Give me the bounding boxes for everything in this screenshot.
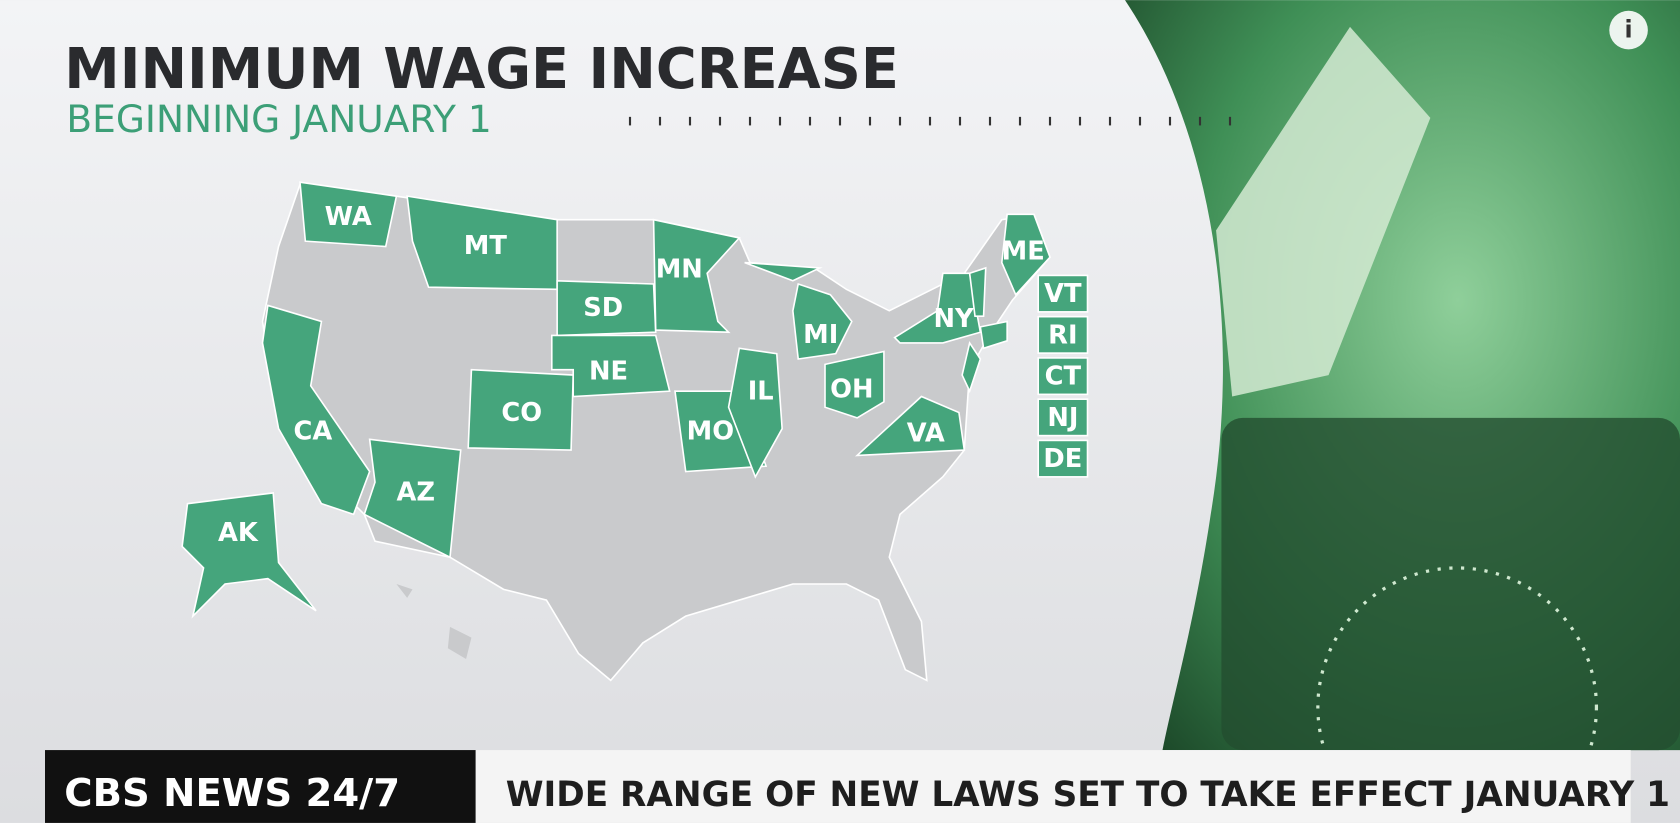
state-va <box>854 395 966 457</box>
info-icon-text[interactable]: i <box>1625 16 1633 44</box>
headline-box <box>475 750 1631 823</box>
state-label: MN <box>656 255 703 285</box>
state-ak <box>181 492 317 619</box>
small-state-box <box>1037 439 1089 478</box>
state-label: IL <box>748 377 774 407</box>
state-label: MI <box>803 320 838 350</box>
title: MINIMUM WAGE INCREASE <box>64 37 899 102</box>
small-state-box <box>1037 315 1089 354</box>
state-label: AK <box>218 518 259 548</box>
state-vt <box>968 266 987 317</box>
us-map <box>261 183 1051 682</box>
state-me <box>1000 213 1051 297</box>
state-ca <box>261 304 371 516</box>
state-label: SD <box>583 293 623 323</box>
state-label: ME <box>1002 236 1045 266</box>
small-state-box <box>1037 398 1089 437</box>
time-card <box>1216 26 1431 397</box>
state-label: NE <box>589 356 628 386</box>
hawaii <box>396 584 472 659</box>
state-mn <box>652 218 741 334</box>
small-state-label: CT <box>1045 362 1082 392</box>
highlighted-states <box>181 181 1051 619</box>
state-co <box>467 368 575 451</box>
state-label: NY <box>934 304 975 334</box>
state-label: CO <box>501 398 542 428</box>
small-state-legend: VT RI CT NJ DE <box>1037 274 1089 478</box>
state-nj <box>961 340 982 394</box>
small-state-label: VT <box>1044 279 1082 309</box>
state-labels: WA MT MN SD NE MI NY ME OH IL MO VA CO CA AZ AK <box>218 202 1045 548</box>
state-oh <box>824 350 885 419</box>
state-label: VA <box>907 419 945 449</box>
state-label: CA <box>293 416 332 446</box>
clock-dial <box>1316 566 1598 823</box>
small-state-label: NJ <box>1047 403 1078 433</box>
clock-body <box>1221 417 1680 751</box>
state-az <box>363 438 462 559</box>
info-icon[interactable] <box>1609 10 1648 50</box>
state-sd <box>556 279 657 337</box>
logo-box <box>45 750 476 823</box>
small-state-box <box>1037 274 1089 313</box>
small-state-label: RI <box>1048 320 1077 350</box>
dash-rule <box>628 116 1232 126</box>
logo: CBS NEWS 24/7 <box>64 771 400 816</box>
state-mi <box>744 261 853 360</box>
state-il <box>727 347 783 479</box>
state-label: OH <box>830 375 873 405</box>
state-label: MT <box>464 231 508 261</box>
state-mt <box>406 195 558 291</box>
state-label: WA <box>325 202 372 232</box>
small-state-label: DE <box>1043 444 1082 474</box>
state-wa <box>299 181 398 248</box>
state-ne <box>550 334 671 398</box>
state-label: AZ <box>396 477 435 507</box>
small-state-box <box>1037 357 1089 396</box>
subtitle: BEGINNING JANUARY 1 <box>66 97 491 141</box>
state-ct <box>979 320 1008 350</box>
state-label: MO <box>687 416 734 446</box>
headline: WIDE RANGE OF NEW LAWS SET TO TAKE EFFEC… <box>506 775 1670 815</box>
